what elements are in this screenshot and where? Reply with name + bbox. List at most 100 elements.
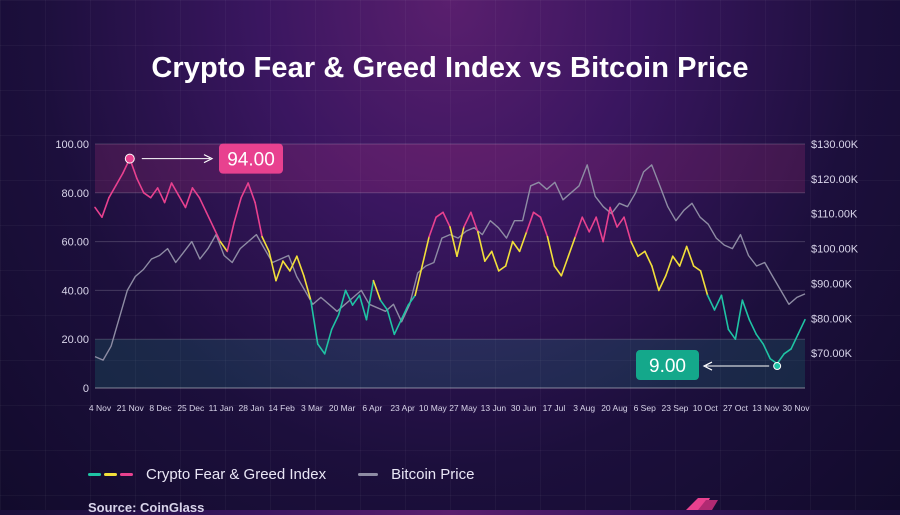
fgi-segment: [184, 187, 194, 209]
x-tick-label: 20 Aug: [601, 403, 628, 413]
x-tick-label: 23 Sep: [661, 403, 688, 413]
x-tick-label: 27 May: [449, 403, 478, 413]
fgi-segment: [142, 192, 152, 199]
fgi-segment: [254, 201, 263, 238]
fgi-segment: [289, 255, 298, 272]
fgi-segment: [309, 299, 319, 345]
fgi-segment: [637, 250, 646, 258]
fgi-segment: [170, 182, 180, 197]
greed-zone: [95, 144, 805, 193]
fgi-segment: [94, 206, 103, 218]
x-tick-label: 25 Dec: [177, 403, 205, 413]
fgi-segment: [115, 172, 124, 187]
fgi-segment: [456, 226, 465, 258]
fgi-segment: [149, 187, 159, 199]
fgi-segment: [470, 211, 479, 233]
fgi-segment: [303, 274, 312, 301]
peak-marker: [124, 153, 135, 164]
fgi-segment: [755, 333, 765, 345]
y-left-tick-label: 100.00: [55, 139, 89, 151]
fgi-segment: [358, 294, 368, 321]
fgi-segment: [414, 265, 423, 297]
x-tick-label: 10 Oct: [693, 403, 719, 413]
x-tick-label: 17 Jul: [543, 403, 566, 413]
fgi-segment: [532, 211, 542, 218]
fgi-segment: [560, 255, 570, 277]
fgi-segment: [435, 211, 444, 218]
fgi-segment: [477, 231, 486, 262]
fgi-segment: [581, 216, 591, 233]
x-tick-label: 11 Jan: [209, 403, 234, 413]
trough-callout-label: 9.00: [649, 356, 686, 377]
fgi-segment: [497, 265, 507, 272]
fgi-segment: [372, 279, 382, 301]
fgi-segment: [296, 255, 305, 277]
fgi-segment: [400, 304, 410, 321]
fgi-segment: [484, 250, 493, 262]
fgi-segment: [212, 226, 222, 243]
fgi-segment: [567, 235, 577, 258]
y-right-tick-label: $110.00K: [811, 209, 858, 221]
fgi-segment: [379, 299, 389, 311]
peak-callout-label: 94.00: [227, 150, 275, 171]
y-right-tick-label: $80.00K: [811, 313, 853, 325]
legend-swatch-neutral: [104, 473, 117, 476]
fgi-segment: [365, 279, 375, 321]
fgi-segment: [664, 255, 674, 277]
fgi-segment: [720, 294, 730, 331]
legend-swatch-fear: [88, 473, 101, 476]
fgi-segment: [651, 265, 660, 292]
chart-title: Crypto Fear & Greed Index vs Bitcoin Pri…: [151, 52, 749, 84]
fgi-segment: [762, 343, 771, 360]
fgi-segment: [247, 182, 256, 204]
fgi-segment: [205, 211, 215, 228]
x-tick-label: 28 Jan: [239, 403, 265, 413]
x-tick-label: 30 Jun: [511, 403, 537, 413]
x-tick-label: 23 Apr: [390, 403, 415, 413]
fgi-segment: [407, 294, 416, 306]
x-tick-label: 13 Jun: [481, 403, 507, 413]
fgi-segment: [790, 333, 799, 350]
fgi-segment: [323, 328, 333, 355]
fgi-segment: [275, 260, 284, 282]
fgi-segment: [727, 328, 737, 341]
fgi-segment: [748, 318, 758, 336]
fgi-segment: [504, 240, 514, 267]
y-right-tick-label: $90.00K: [811, 278, 853, 290]
fgi-segment: [783, 348, 792, 355]
fgi-segment: [393, 318, 403, 336]
fgi-segment: [511, 240, 521, 253]
fgi-segment: [588, 216, 597, 233]
fgi-segment: [351, 294, 361, 306]
fgi-segment: [609, 206, 618, 228]
fgi-segment: [156, 187, 166, 204]
fgi-segment: [741, 299, 751, 321]
fgi-segment: [163, 182, 173, 204]
y-right-tick-label: $100.00K: [811, 244, 859, 256]
x-tick-label: 21 Nov: [117, 403, 145, 413]
legend-swatch-greed: [120, 473, 133, 476]
y-left-tick-label: 40.00: [61, 285, 89, 297]
fgi-segment: [630, 240, 639, 258]
fgi-segment: [553, 265, 563, 277]
x-tick-label: 4 Nov: [89, 403, 112, 413]
x-tick-label: 27 Oct: [723, 403, 749, 413]
legend-label-btc: Bitcoin Price: [391, 466, 475, 483]
trough-callout: [636, 350, 699, 381]
fgi-segment: [344, 289, 354, 306]
fgi-segment: [330, 313, 340, 331]
fgi-segment: [692, 265, 702, 272]
fgi-segment: [337, 289, 347, 316]
btc-price-line: [94, 164, 806, 361]
chart-area: 0 20.00 40.00 60.00 80.00 100.00 $70.00K $80.00…: [55, 139, 859, 413]
fgi-segment: [442, 211, 451, 228]
fgi-segment: [797, 318, 806, 336]
x-tick-label: 13 Nov: [752, 403, 780, 413]
fgi-segment: [191, 187, 201, 199]
legend-swatch-btc: [358, 473, 379, 476]
fgi-segment: [623, 216, 632, 243]
fgi-segment: [706, 294, 716, 311]
fgi-segment: [616, 216, 625, 228]
fgi-segment: [678, 245, 688, 267]
fgi-segment: [602, 206, 611, 243]
